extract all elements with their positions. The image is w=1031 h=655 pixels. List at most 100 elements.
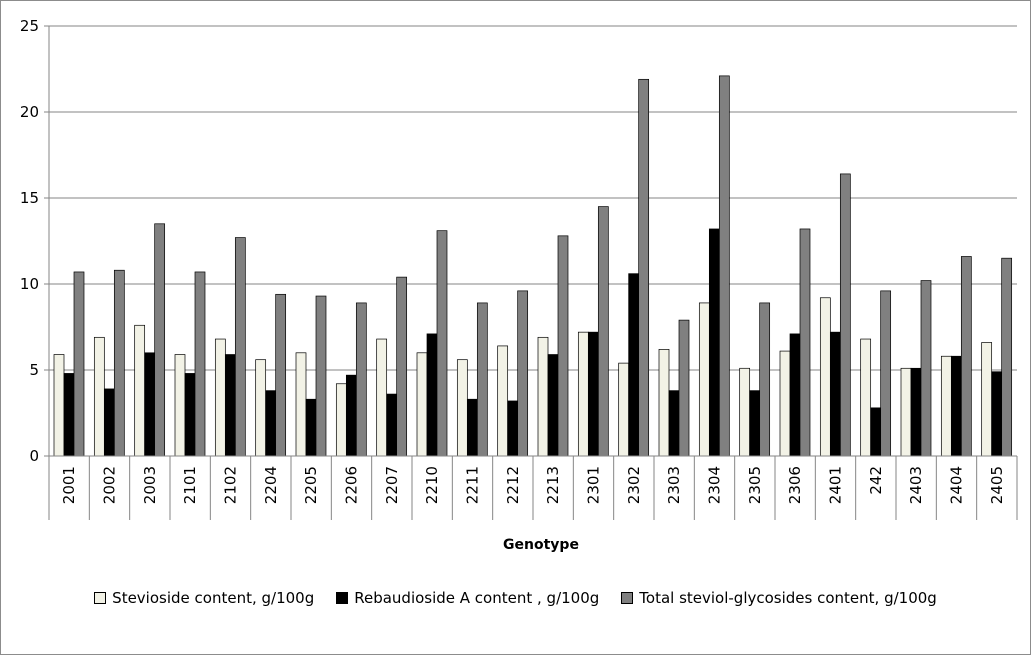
bar-stevioside bbox=[456, 359, 468, 457]
gridlines bbox=[49, 25, 1017, 371]
x-tick-labels: 2001 2002 2003 2101 2102 2204 2205 2206 2207 2210… bbox=[60, 466, 1006, 504]
bar-stevioside bbox=[335, 383, 347, 457]
y-tick-label: 25 bbox=[20, 17, 39, 35]
bar-total bbox=[960, 256, 972, 457]
bar-rebaudioside bbox=[668, 390, 680, 457]
x-tick-label: 2210 bbox=[423, 466, 441, 504]
bar-rebaudioside bbox=[789, 333, 801, 457]
bar-rebaudioside bbox=[103, 388, 115, 457]
bar-rebaudioside bbox=[950, 355, 962, 457]
bar-rebaudioside bbox=[305, 398, 317, 457]
bar-rebaudioside bbox=[708, 228, 720, 457]
bar-stevioside bbox=[295, 352, 307, 457]
x-tick-label: 2404 bbox=[948, 466, 966, 504]
y-tick-labels: 0 5 10 15 20 25 bbox=[20, 17, 39, 465]
bar-total bbox=[1001, 257, 1013, 457]
bar-stevioside bbox=[255, 359, 267, 457]
bar-stevioside bbox=[174, 354, 186, 457]
bar-rebaudioside bbox=[184, 373, 196, 457]
bar-stevioside bbox=[940, 355, 952, 457]
bar-total bbox=[638, 78, 650, 457]
bar-stevioside bbox=[93, 336, 105, 457]
bar-total bbox=[517, 290, 529, 457]
bar-total bbox=[355, 302, 367, 457]
x-tick-label: 2213 bbox=[544, 466, 562, 504]
bar-total bbox=[73, 271, 85, 457]
x-tick-label: 2403 bbox=[907, 466, 925, 504]
x-tick-label: 2302 bbox=[625, 466, 643, 504]
bar-rebaudioside bbox=[386, 393, 398, 457]
legend-label-rebaudioside: Rebaudioside A content , g/100g bbox=[354, 589, 600, 607]
x-tick-label: 242 bbox=[867, 466, 885, 495]
bar-rebaudioside bbox=[144, 352, 156, 457]
y-tick-label: 10 bbox=[20, 275, 39, 293]
x-tick-label: 2304 bbox=[706, 466, 724, 504]
legend-entry-rebaudioside: Rebaudioside A content , g/100g bbox=[336, 589, 599, 607]
x-tick-label: 2211 bbox=[464, 466, 482, 504]
bar-rebaudioside bbox=[991, 371, 1003, 457]
bar-rebaudioside bbox=[547, 354, 559, 457]
bar-total bbox=[557, 235, 569, 457]
bar-stevioside bbox=[416, 352, 428, 457]
bar-total bbox=[315, 295, 327, 457]
bar-stevioside bbox=[537, 336, 549, 457]
bar-rebaudioside bbox=[426, 333, 438, 457]
bar-total bbox=[880, 290, 892, 457]
legend-swatch-total bbox=[621, 592, 634, 604]
bar-total bbox=[275, 293, 287, 457]
bar-total bbox=[799, 228, 811, 457]
x-tick-label: 2206 bbox=[343, 466, 361, 504]
bar-stevioside bbox=[214, 338, 226, 457]
bar-rebaudioside bbox=[345, 374, 357, 457]
bar-stevioside bbox=[698, 302, 710, 457]
legend-entry-stevioside: Stevioside content, g/100g bbox=[94, 589, 314, 607]
bar-total bbox=[154, 223, 166, 457]
x-tick-label: 2102 bbox=[222, 466, 240, 504]
x-tick-label: 2305 bbox=[746, 466, 764, 504]
bar-rebaudioside bbox=[870, 407, 882, 457]
bar-rebaudioside bbox=[265, 390, 277, 457]
x-tick-label: 2303 bbox=[665, 466, 683, 504]
bar-total bbox=[920, 280, 932, 457]
x-tick-label: 2204 bbox=[262, 466, 280, 504]
bar-total bbox=[839, 173, 851, 457]
bar-rebaudioside bbox=[466, 398, 478, 457]
x-tick-label: 2301 bbox=[585, 466, 603, 504]
bar-stevioside bbox=[900, 367, 912, 457]
bar-rebaudioside bbox=[587, 331, 599, 457]
bar-stevioside bbox=[497, 345, 509, 457]
legend-entry-total: Total steviol-glycosides content, g/100g bbox=[621, 589, 937, 607]
y-tick-label: 15 bbox=[20, 189, 39, 207]
x-tick-label: 2212 bbox=[504, 466, 522, 504]
bar-stevioside bbox=[53, 354, 65, 457]
axes bbox=[44, 25, 1018, 520]
bar-stevioside bbox=[658, 349, 670, 457]
legend-swatch-stevioside bbox=[94, 592, 107, 604]
bars bbox=[53, 75, 1013, 457]
x-tick-label: 2405 bbox=[988, 466, 1006, 504]
bar-stevioside bbox=[618, 362, 630, 457]
bar-stevioside bbox=[134, 324, 146, 457]
bar-total bbox=[234, 237, 246, 457]
bar-stevioside bbox=[376, 338, 388, 457]
bar-stevioside bbox=[819, 297, 831, 457]
x-tick-label: 2207 bbox=[383, 466, 401, 504]
bar-rebaudioside bbox=[749, 390, 761, 457]
bar-rebaudioside bbox=[507, 400, 519, 457]
legend-swatch-rebaudioside bbox=[336, 592, 349, 604]
bar-total bbox=[436, 230, 448, 457]
bar-stevioside bbox=[860, 338, 872, 457]
bar-total bbox=[678, 319, 690, 457]
x-tick-label: 2401 bbox=[827, 466, 845, 504]
bar-rebaudioside bbox=[910, 367, 922, 457]
x-tick-label: 2001 bbox=[60, 466, 78, 504]
bar-total bbox=[476, 302, 488, 457]
bar-rebaudioside bbox=[224, 354, 236, 457]
bar-total bbox=[194, 271, 206, 457]
x-tick-label: 2002 bbox=[101, 466, 119, 504]
x-tick-label: 2101 bbox=[181, 466, 199, 504]
legend-label-stevioside: Stevioside content, g/100g bbox=[112, 589, 315, 607]
x-tick-label: 2205 bbox=[302, 466, 320, 504]
